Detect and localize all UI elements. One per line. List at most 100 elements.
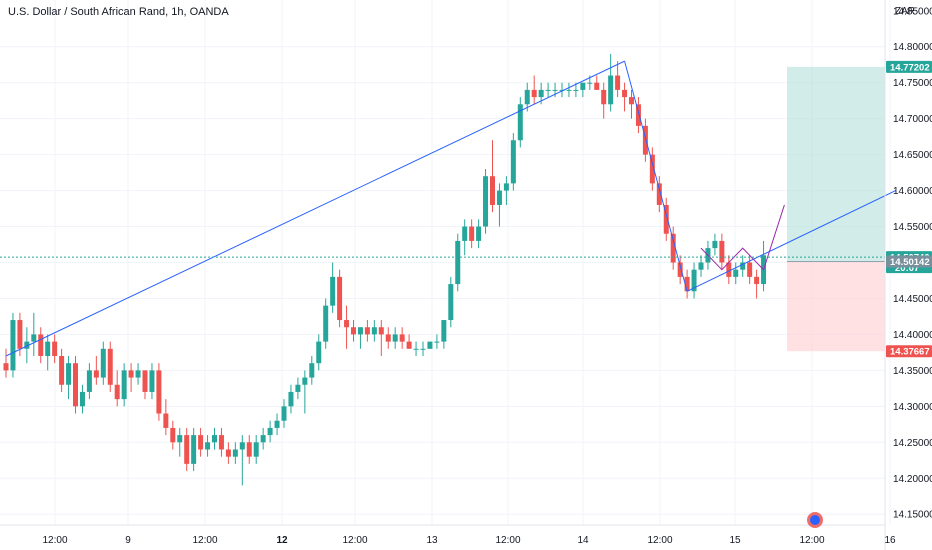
candle-body [691, 269, 697, 292]
time-tick-label: 13 [426, 535, 438, 546]
candle-body [635, 104, 641, 126]
target-zone[interactable] [787, 66, 885, 262]
candle-body [260, 435, 266, 443]
candle-body [733, 269, 739, 277]
price-axis[interactable]: 14.80000 14.75000 14.70000 14.65000 14.60000… [886, 6, 932, 521]
price-tick-label: 14.55000 [893, 222, 932, 233]
candle-body [281, 406, 287, 421]
entry-price-tag-label: 14.50142 [890, 257, 930, 268]
candle-body [545, 89, 551, 91]
candle-body [441, 320, 447, 342]
candle-body [121, 370, 127, 400]
candle-body [107, 348, 113, 385]
symbol-title: U.S. Dollar / South African Rand, 1h, OA… [8, 6, 229, 18]
candle-body [601, 89, 607, 105]
candle-body [552, 89, 558, 91]
candle-body [420, 348, 426, 350]
candle-body [663, 204, 669, 234]
time-tick-label: 16 [884, 535, 896, 546]
economic-calendar-flag-icon[interactable] [807, 512, 823, 528]
trendline-long[interactable] [5, 60, 625, 357]
candle-body [10, 320, 16, 371]
time-axis[interactable]: 12:00 9 12:00 12 12:00 13 12:00 14 12:00 15 12:00 1… [42, 535, 896, 546]
candle-body [212, 435, 217, 443]
candle-body [149, 370, 155, 392]
candle-body [267, 427, 273, 436]
candle-body [45, 341, 51, 356]
candle-body [677, 262, 683, 277]
trendline-rising[interactable] [686, 190, 896, 292]
candle-body [392, 334, 398, 342]
entry-price-tag[interactable] [886, 255, 932, 268]
projection-path[interactable] [700, 204, 785, 271]
candle-body [434, 341, 440, 343]
candle-body [747, 262, 753, 277]
candle-body [17, 320, 23, 349]
candle-body [524, 89, 530, 105]
candle-body [191, 435, 197, 464]
candle-body [656, 183, 662, 205]
candle-body [490, 176, 495, 205]
price-tick-label: 14.80000 [893, 42, 932, 53]
price-tick-label: 14.20000 [893, 474, 932, 485]
candle-body [170, 427, 176, 443]
candle-body [288, 391, 294, 407]
candle-body [177, 435, 183, 443]
stop-price-tag[interactable] [886, 345, 932, 358]
candle-body [503, 183, 509, 191]
candle-body [66, 363, 72, 385]
candle-body [302, 377, 308, 385]
candle-body [448, 284, 454, 321]
candle-body [531, 89, 537, 98]
candle-body [364, 327, 370, 335]
candle-body [198, 435, 204, 450]
time-tick-label: 14 [577, 535, 589, 546]
price-tick-label: 14.35000 [893, 366, 932, 377]
candle-body [274, 420, 280, 428]
candle-body [31, 334, 37, 342]
candle-body [100, 348, 106, 378]
position-zones[interactable] [787, 66, 885, 352]
price-tick-label: 14.75000 [893, 78, 932, 89]
candle-body [754, 276, 760, 285]
price-tick-label: 14.30000 [893, 402, 932, 413]
candle-body [253, 442, 259, 457]
candle-body [239, 442, 245, 450]
stop-zone[interactable] [787, 261, 885, 352]
candle-body [337, 276, 343, 321]
grid [0, 0, 891, 525]
target-price-tag-label: 14.77202 [890, 62, 930, 73]
price-tick-label: 14.70000 [893, 114, 932, 125]
candle-body [371, 327, 377, 335]
candle-body [86, 370, 92, 392]
candle-body [629, 97, 634, 105]
target-price-tag[interactable] [886, 60, 932, 73]
candle-body [712, 240, 718, 249]
stop-price-tag-label: 14.37667 [890, 347, 930, 358]
candle-body [517, 104, 523, 141]
candle-body [344, 320, 350, 328]
candle-body [608, 75, 614, 105]
candle-body [156, 370, 162, 414]
time-tick-label: 12:00 [495, 535, 520, 546]
candle-body [316, 341, 322, 364]
trendlines[interactable] [5, 60, 896, 357]
candle-body [330, 276, 336, 306]
candle-body [79, 391, 85, 407]
price-tick-label: 14.25000 [893, 438, 932, 449]
candle-body [205, 442, 211, 450]
trendline-down[interactable] [624, 60, 688, 292]
candle-body [309, 363, 315, 378]
candle-body [462, 226, 468, 241]
candle-body [38, 334, 44, 356]
candle-body [399, 334, 405, 342]
candle-body [135, 370, 141, 378]
candle-body [510, 140, 516, 184]
price-tick-label: 14.45000 [893, 294, 932, 305]
price-tick-label: 14.60000 [893, 186, 932, 197]
candle-body [622, 89, 628, 98]
candle-body [538, 89, 544, 98]
candle-body [246, 442, 252, 457]
candle-body [128, 370, 134, 378]
